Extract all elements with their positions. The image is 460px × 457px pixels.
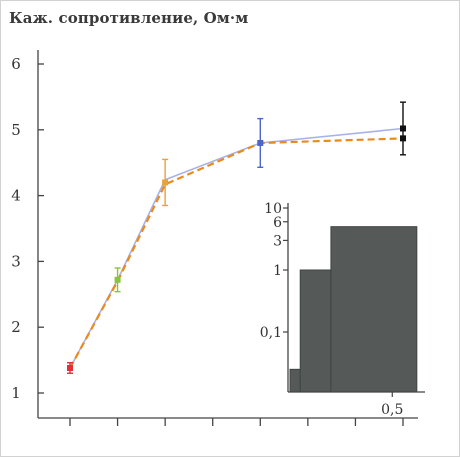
y-tick-label: 5 — [11, 121, 21, 139]
y-tick-label: 3 — [11, 252, 21, 270]
data-point — [257, 139, 264, 146]
histogram-bar — [299, 269, 332, 393]
inset-y-tick-label: 1 — [273, 263, 282, 279]
series-line-2 — [69, 137, 404, 369]
y-tick-label: 4 — [11, 187, 21, 205]
y-tick-label: 2 — [11, 318, 21, 336]
inset-y-tick-label: 6 — [273, 215, 282, 231]
histogram-bar — [330, 226, 418, 393]
inset-y-tick-label: 10 — [264, 201, 282, 217]
y-tick-label: 6 — [11, 55, 21, 73]
data-point — [67, 364, 73, 371]
data-point — [400, 135, 406, 142]
chart-title: Каж. сопротивление, Ом·м — [9, 9, 249, 27]
main-axes: 1 2 3 4 5 6 — [11, 50, 418, 426]
data-point — [114, 276, 121, 283]
main-markers — [67, 101, 406, 374]
inset-x-tick-label: 0,5 — [381, 402, 403, 418]
y-tick-label: 1 — [11, 384, 21, 402]
inset-y-tick-label: 0,1 — [260, 325, 282, 341]
inset-histogram: 106 3 1 0,1 0,5 — [260, 201, 427, 418]
data-point — [162, 179, 169, 186]
histogram-bar — [289, 368, 301, 393]
data-point — [400, 125, 406, 132]
inset-y-tick-label: 3 — [273, 233, 282, 249]
